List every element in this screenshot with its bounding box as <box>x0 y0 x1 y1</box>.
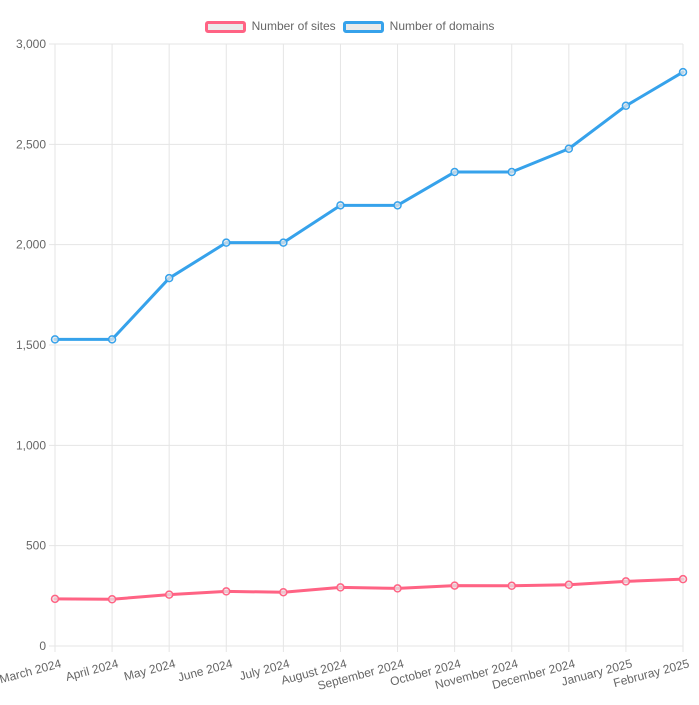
data-point-number-of-sites[interactable] <box>107 594 117 604</box>
data-point-number-of-domains[interactable] <box>393 201 402 210</box>
y-axis-tick-label: 1,000 <box>16 438 46 452</box>
y-axis-tick-label: 1,500 <box>16 338 46 352</box>
x-axis-tick-label: June 2024 <box>176 656 234 684</box>
y-axis-tick-label: 500 <box>26 539 46 553</box>
data-point-number-of-sites[interactable] <box>564 580 574 590</box>
data-point-number-of-sites[interactable] <box>678 574 688 584</box>
legend-item-number-of-sites[interactable]: Number of sites <box>204 19 336 33</box>
data-point-number-of-sites[interactable] <box>279 587 288 597</box>
data-point-number-of-sites[interactable] <box>450 581 459 590</box>
y-axis-tick-label: 2,000 <box>16 238 46 252</box>
data-point-number-of-domains[interactable] <box>336 201 345 210</box>
data-point-number-of-sites[interactable] <box>507 581 516 591</box>
series-line-number-of-sites <box>53 577 685 601</box>
data-point-number-of-domains[interactable] <box>621 101 631 111</box>
series-line-number-of-domains <box>53 70 685 341</box>
y-axis-tick-label: 0 <box>39 639 46 653</box>
data-point-number-of-sites[interactable] <box>393 584 402 593</box>
y-axis-tick-label: 3,000 <box>16 37 46 51</box>
data-point-number-of-domains[interactable] <box>50 335 60 344</box>
data-point-number-of-domains[interactable] <box>450 167 459 177</box>
x-axis-tick-label: March 2024 <box>0 656 63 686</box>
data-point-number-of-sites[interactable] <box>222 587 231 596</box>
data-point-number-of-sites[interactable] <box>621 577 631 586</box>
data-point-number-of-sites[interactable] <box>164 590 174 599</box>
data-point-number-of-sites[interactable] <box>336 583 345 592</box>
chart-legend: Number of sites Number of domains <box>0 20 699 33</box>
data-point-number-of-domains[interactable] <box>678 67 688 77</box>
x-axis-tick-label: April 2024 <box>64 656 120 684</box>
sites-series-swatch-icon <box>204 20 246 33</box>
legend-item-number-of-domains[interactable]: Number of domains <box>342 19 495 33</box>
data-point-number-of-sites[interactable] <box>50 594 60 604</box>
data-point-number-of-domains[interactable] <box>164 273 174 283</box>
data-point-number-of-domains[interactable] <box>564 144 574 153</box>
data-point-number-of-domains[interactable] <box>507 167 516 177</box>
legend-label-sites: Number of sites <box>251 19 336 33</box>
x-axis-tick-label: May 2024 <box>122 656 177 683</box>
data-point-number-of-domains[interactable] <box>222 238 231 247</box>
data-point-number-of-domains[interactable] <box>279 238 288 247</box>
legend-label-domains: Number of domains <box>389 19 495 33</box>
data-point-number-of-domains[interactable] <box>107 335 117 344</box>
domains-series-swatch-icon <box>342 20 384 33</box>
y-axis-tick-label: 2,500 <box>16 137 46 151</box>
